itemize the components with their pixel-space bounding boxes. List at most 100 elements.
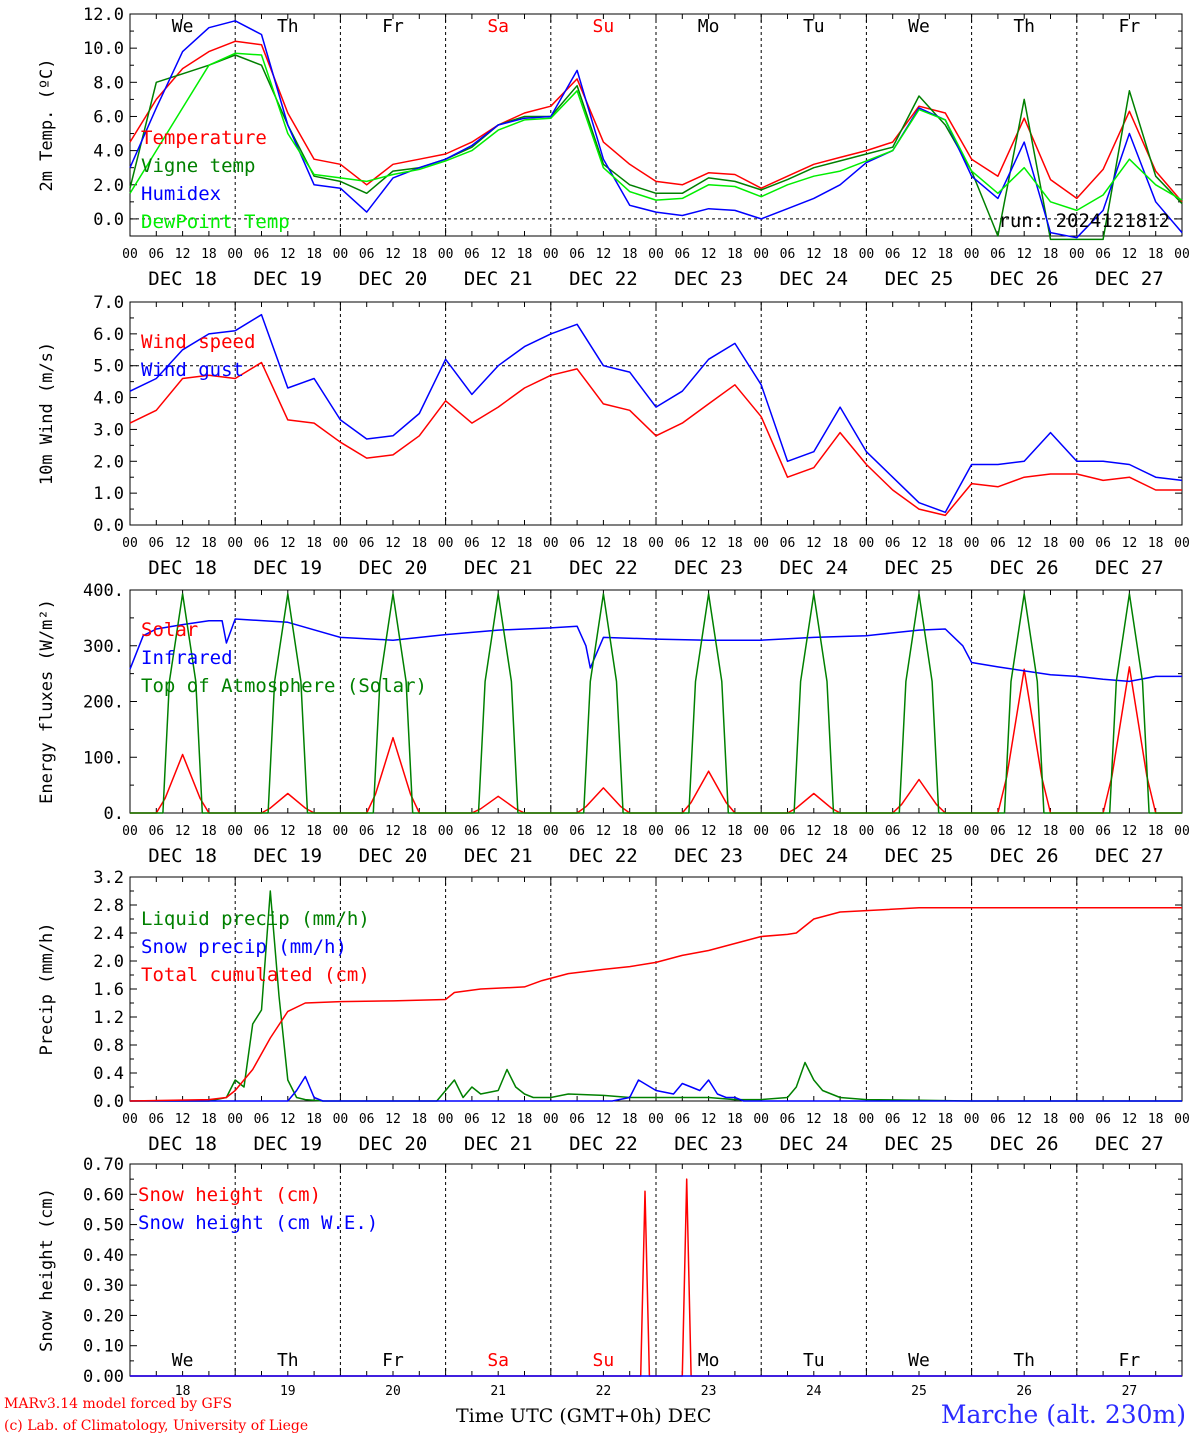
x-hour-label: 12 — [701, 247, 717, 262]
x-hour-label: 06 — [674, 1112, 690, 1127]
weekday-label: Su — [593, 1350, 615, 1371]
y-tick-label: 1.2 — [93, 1008, 124, 1028]
x-axis-title: Time UTC (GMT+0h) DEC — [456, 1405, 712, 1427]
weekday-label: Mo — [698, 16, 720, 37]
x-date-label: DEC 21 — [464, 845, 533, 867]
y-tick-label: 2.0 — [93, 952, 124, 972]
series-line — [129, 618, 1182, 683]
x-hour-label: 18 — [201, 824, 217, 839]
legend-entry: Top of Atmosphere (Solar) — [141, 675, 427, 697]
legend-entry: Infrared — [141, 647, 233, 669]
x-hour-label: 12 — [596, 1112, 612, 1127]
x-hour-label: 18 — [517, 1112, 533, 1127]
x-date-label: DEC 21 — [464, 1133, 533, 1155]
y-tick-label: 0.60 — [83, 1185, 124, 1205]
x-hour-label: 12 — [385, 1112, 401, 1127]
y-tick-label: 0.50 — [83, 1216, 124, 1236]
y-tick-label: 8.0 — [93, 73, 124, 93]
x-hour-label: 06 — [885, 824, 901, 839]
weekday-label: Sa — [487, 1350, 509, 1371]
x-hour-label: 00 — [964, 247, 980, 262]
x-hour-label: 18 — [517, 247, 533, 262]
x-hour-label: 12 — [1016, 1112, 1032, 1127]
x-hour-label: 06 — [990, 247, 1006, 262]
x-hour-label: 00 — [1069, 536, 1085, 551]
x-hour-label: 12 — [280, 247, 296, 262]
weekday-label: Th — [1013, 1350, 1035, 1371]
weekday-label: We — [908, 1350, 930, 1371]
x-date-label: DEC 26 — [990, 557, 1059, 579]
series-line — [130, 593, 1182, 814]
y-tick-label: 2.0 — [93, 452, 124, 472]
x-hour-label: 12 — [490, 824, 506, 839]
x-hour-label: 18 — [411, 824, 427, 839]
y-axis-label: 10m Wind (m/s) — [37, 342, 57, 485]
x-hour-label: 00 — [964, 824, 980, 839]
x-hour-label: 06 — [569, 536, 585, 551]
x-hour-label: 00 — [438, 247, 454, 262]
x-hour-label: 12 — [911, 247, 927, 262]
x-date-label: DEC 21 — [464, 268, 533, 290]
x-date-label: DEC 26 — [990, 845, 1059, 867]
series-line — [129, 907, 1182, 1102]
x-hour-label: 00 — [964, 1112, 980, 1127]
x-hour-label: 00 — [122, 1112, 138, 1127]
date-number-label: 24 — [806, 1384, 822, 1399]
weekday-label: Tu — [803, 1350, 825, 1371]
series-line — [129, 361, 1182, 517]
x-hour-label: 00 — [438, 1112, 454, 1127]
x-hour-label: 06 — [464, 536, 480, 551]
y-tick-label: 0.0 — [93, 516, 124, 536]
date-number-label: 27 — [1122, 1384, 1138, 1399]
x-date-label: DEC 19 — [253, 557, 322, 579]
x-hour-label: 18 — [622, 536, 638, 551]
x-hour-label: 00 — [1069, 1112, 1085, 1127]
y-tick-label: 0.0 — [93, 1092, 124, 1112]
series-line — [129, 54, 1183, 241]
y-tick-label: 2.4 — [93, 924, 124, 944]
x-hour-label: 00 — [1069, 247, 1085, 262]
x-date-label: DEC 27 — [1095, 557, 1164, 579]
y-tick-label: 0.40 — [83, 1246, 124, 1266]
x-date-label: DEC 20 — [359, 1133, 428, 1155]
x-hour-label: 00 — [122, 247, 138, 262]
x-hour-label: 00 — [648, 824, 664, 839]
y-tick-label: 3.2 — [93, 868, 124, 888]
x-hour-label: 18 — [832, 247, 848, 262]
weekday-label: Sa — [487, 16, 509, 37]
y-tick-label: 0.4 — [93, 1064, 124, 1084]
x-hour-label: 06 — [674, 824, 690, 839]
x-hour-label: 06 — [569, 247, 585, 262]
x-hour-label: 12 — [596, 247, 612, 262]
x-hour-label: 06 — [780, 1112, 796, 1127]
x-date-label: DEC 22 — [569, 1133, 638, 1155]
legend-entry: Snow height (cm) — [138, 1184, 321, 1206]
x-hour-label: 06 — [885, 247, 901, 262]
x-hour-label: 06 — [780, 824, 796, 839]
y-tick-label: 0.00 — [83, 1367, 124, 1387]
y-tick-label: 2.0 — [93, 176, 124, 196]
x-hour-label: 06 — [359, 536, 375, 551]
y-tick-label: 1.6 — [93, 980, 124, 1000]
x-hour-label: 12 — [806, 536, 822, 551]
x-date-label: DEC 18 — [148, 557, 217, 579]
x-hour-label: 12 — [596, 536, 612, 551]
series-line — [130, 890, 1182, 1102]
x-hour-label: 18 — [937, 247, 953, 262]
y-tick-label: 6.0 — [93, 325, 124, 345]
y-tick-label: 0.70 — [83, 1155, 124, 1175]
x-hour-label: 00 — [648, 536, 664, 551]
x-hour-label: 18 — [622, 824, 638, 839]
x-hour-label: 06 — [1095, 536, 1111, 551]
x-date-label: DEC 20 — [359, 845, 428, 867]
x-hour-label: 06 — [148, 824, 164, 839]
date-number-label: 20 — [385, 1384, 401, 1399]
x-hour-label: 00 — [333, 1112, 349, 1127]
y-tick-label: 0.20 — [83, 1306, 124, 1326]
x-hour-label: 18 — [832, 536, 848, 551]
x-hour-label: 12 — [490, 536, 506, 551]
x-hour-label: 00 — [122, 824, 138, 839]
x-hour-label: 12 — [1016, 536, 1032, 551]
x-hour-label: 06 — [885, 1112, 901, 1127]
